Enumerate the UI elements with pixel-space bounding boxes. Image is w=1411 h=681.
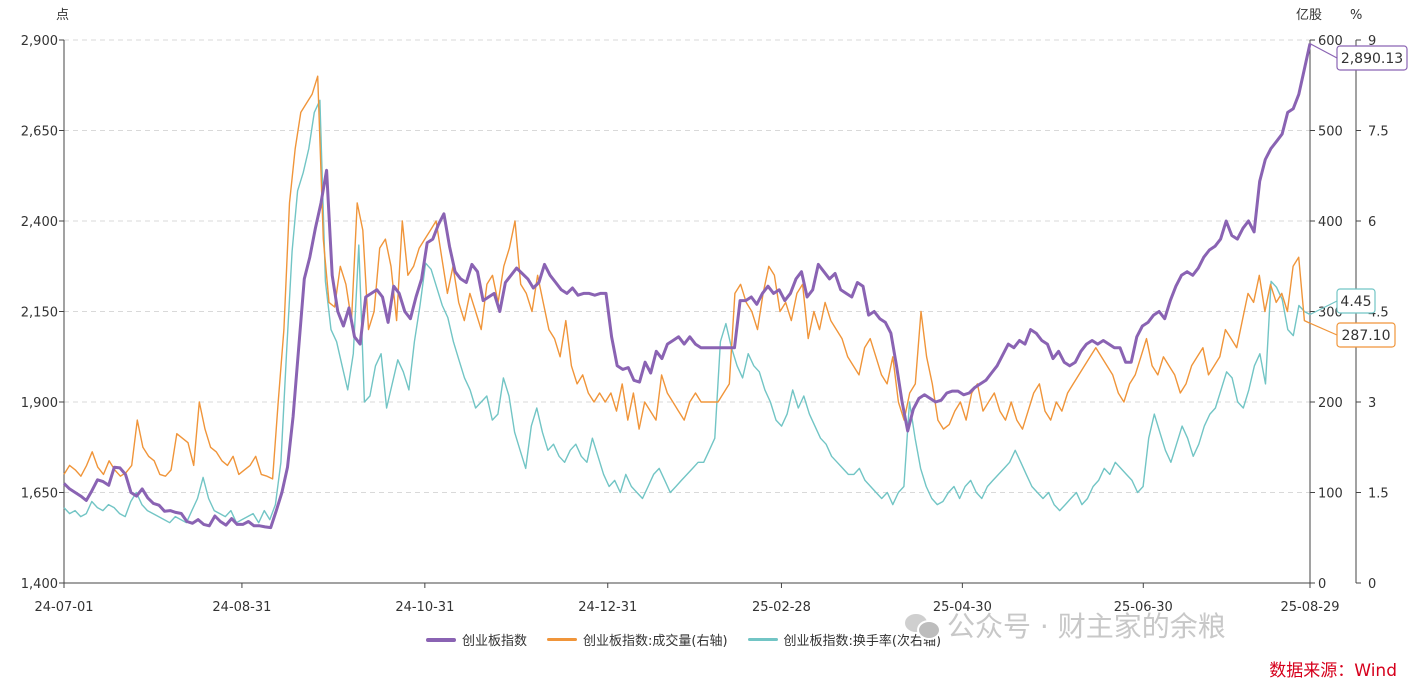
end-tag-label: 4.45 [1340,294,1371,310]
series-line-volume [63,75,1311,480]
end-tag-box [1336,322,1396,348]
axes: 1,400 1,650 1,900 2,150 2,400 2,650 2,900 0 100 2… [21,34,1389,615]
end-tag-box [1336,288,1376,314]
left-tick-label: 1,650 [21,487,58,502]
right2-tick-label: 1.5 [1368,487,1389,502]
left-tick-label: 2,150 [21,306,58,321]
right2-tick-label: 9 [1368,34,1376,49]
legend-swatch-turnover [747,638,778,641]
end-value-tags: 2,890.13 4.45 287.10 [1309,43,1408,348]
left-tick-label: 2,900 [21,34,58,49]
x-tick-label: 25-08-29 [1280,600,1339,615]
end-tag-box [1336,45,1408,71]
x-tick-label: 25-02-28 [752,600,811,615]
right2-axis-unit: % [1350,8,1362,23]
right-tick-label: 200 [1318,396,1343,411]
legend-label-index: 创业板指数 [462,634,528,649]
x-tick-label: 24-07-01 [34,600,93,615]
end-tag-leader [1309,322,1338,336]
series-line-index [62,43,1312,530]
legend-item-turnover[interactable]: 创业板指数:换手率(次右轴) [747,630,942,649]
series-lines [62,43,1312,530]
end-tag-label: 287.10 [1342,328,1391,344]
right-tick-label: 500 [1318,125,1343,140]
legend-swatch-index [426,637,456,642]
end-tag-leader [1309,300,1338,316]
right2-tick-label: 3 [1368,396,1376,411]
left-tick-label: 1,900 [21,396,58,411]
legend-item-volume[interactable]: 创业板指数:成交量(右轴) [547,630,728,649]
end-tag-label: 2,890.13 [1341,51,1403,67]
legend-swatch-volume [547,638,578,641]
right2-tick-label: 7.5 [1368,125,1389,140]
right-tick-label: 0 [1318,577,1326,592]
left-tick-label: 1,400 [21,577,58,592]
right2-tick-label: 6 [1368,215,1376,230]
watermark-text: 公众号 · 财主家的余粮 [947,610,1226,643]
x-tick-label: 24-12-31 [578,600,637,615]
right-tick-label: 100 [1318,487,1343,502]
legend-label-turnover: 创业板指数:换手率(次右轴) [783,634,942,649]
wechat-icon [905,612,941,640]
x-tick-label: 25-06-30 [1114,600,1173,615]
right-axis-unit: 亿股 [1296,8,1322,23]
legend-label-volume: 创业板指数:成交量(右轴) [583,634,728,649]
right2-tick-label: 0 [1368,577,1376,592]
left-tick-label: 2,650 [21,125,58,140]
x-tick-label: 25-04-30 [933,600,992,615]
x-tick-label: 24-10-31 [395,600,454,615]
left-axis-unit: 点 [56,8,69,23]
left-tick-label: 2,400 [21,215,58,230]
x-tick-label: 24-08-31 [212,600,271,615]
legend: 创业板指数 创业板指数:成交量(右轴) 创业板指数:换手率(次右轴) [426,630,941,649]
right-tick-label: 400 [1318,215,1343,230]
right-tick-label: 600 [1318,34,1343,49]
grid-lines [64,39,1310,493]
series-line-turnover [63,99,1311,524]
end-tag-leader [1309,43,1338,59]
watermark: 公众号 · 财主家的余粮 [905,605,1226,645]
legend-item-index[interactable]: 创业板指数 [426,630,527,649]
data-source: 数据来源：Wind [1269,661,1397,681]
